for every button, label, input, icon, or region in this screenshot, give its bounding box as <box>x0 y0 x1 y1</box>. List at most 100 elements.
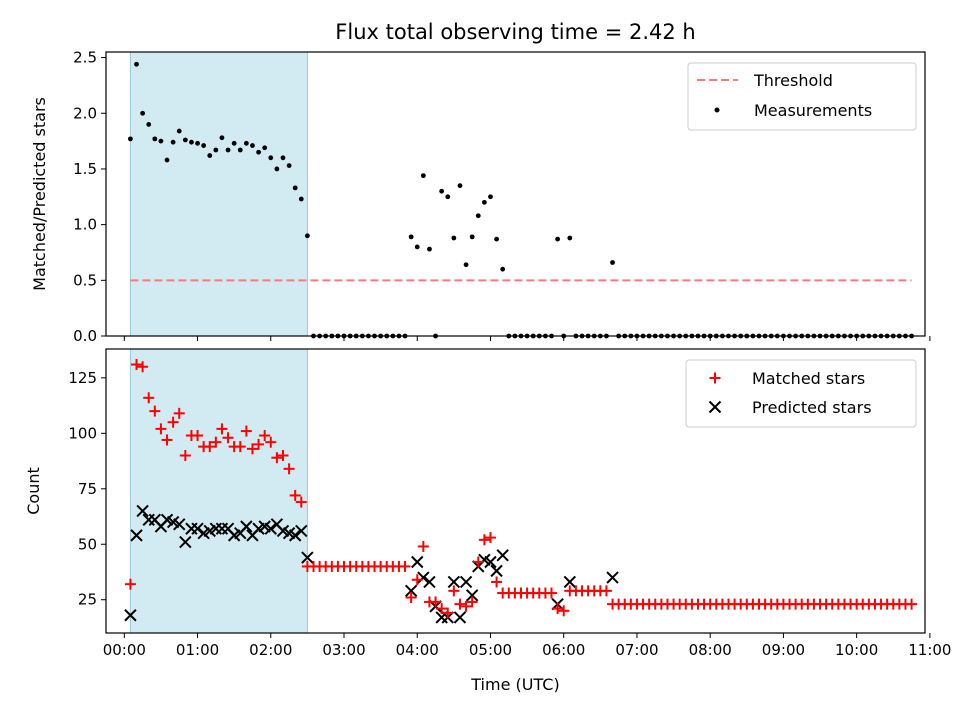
measurement-point <box>457 183 463 189</box>
matched-stars-point <box>289 489 301 501</box>
predicted-stars-point <box>459 575 473 589</box>
y-tick-label: 0.0 <box>73 327 97 345</box>
measurement-point <box>298 196 304 202</box>
predicted-stars-point <box>173 518 186 531</box>
measurement-point <box>250 143 255 148</box>
matched-stars-point <box>143 392 155 404</box>
measurement-point <box>500 266 506 272</box>
matched-stars-point <box>295 496 307 508</box>
predicted-stars-point <box>124 609 137 622</box>
matched-stars-point <box>478 534 490 546</box>
matched-stars-point <box>161 434 173 446</box>
y-tick-label: 1.0 <box>73 216 97 234</box>
matched-stars-point <box>137 361 149 373</box>
predicted-stars-point <box>423 575 436 589</box>
measurement-point <box>152 136 158 142</box>
measurement-point <box>292 185 298 191</box>
measurement-point <box>128 136 133 142</box>
legend-threshold-label: Threshold <box>753 71 833 90</box>
matched-stars-point <box>192 430 204 442</box>
measurement-point <box>243 140 249 146</box>
matched-stars-point <box>472 556 484 568</box>
predicted-stars-point <box>404 584 418 598</box>
measurement-point <box>182 137 188 143</box>
top-shaded-interval <box>129 51 308 337</box>
matched-stars-point <box>149 405 161 417</box>
matched-stars-point <box>399 560 411 572</box>
predicted-stars-point <box>453 611 467 624</box>
predicted-stars-point <box>136 504 149 518</box>
matched-stars-point <box>411 574 423 586</box>
x-tick-label: 06:00 <box>542 641 585 659</box>
measurement-point <box>176 128 182 134</box>
legend-measurements-label: Measurements <box>754 101 872 120</box>
measurement-point <box>146 121 152 127</box>
matched-stars-point <box>210 436 222 448</box>
predicted-stars-point <box>465 589 479 602</box>
matched-stars-point <box>265 436 277 448</box>
matched-stars-point <box>454 598 466 610</box>
measurement-point <box>610 260 615 265</box>
matched-stars-point <box>271 452 283 464</box>
predicted-stars-point <box>447 575 461 589</box>
matched-stars-point <box>558 605 570 617</box>
matched-stars-point <box>124 578 136 590</box>
matched-stars-point <box>167 416 179 428</box>
measurement-point <box>207 153 213 158</box>
legend-matched-swatch <box>709 372 721 384</box>
matched-stars-point <box>155 423 167 435</box>
legend-predicted-label: Predicted stars <box>752 398 872 417</box>
measurement-point <box>134 61 139 67</box>
x-tick-label: 07:00 <box>615 641 658 659</box>
legend-predicted-swatch <box>708 400 722 414</box>
matched-stars-point <box>600 585 612 597</box>
x-tick-label: 11:00 <box>908 641 951 659</box>
measurement-point <box>286 163 292 169</box>
measurement-point <box>427 246 432 252</box>
matched-stars-point <box>222 432 234 444</box>
top-legend: Threshold Measurements <box>687 62 917 131</box>
bottom-panel: 00:00 01:00 02:00 03:00 04:00 05:00 06:00 07:00… <box>24 348 951 694</box>
matched-stars-point <box>460 600 472 612</box>
measurement-point <box>420 173 426 179</box>
bottom-axes-frame <box>105 348 926 634</box>
x-tick-label: 04:00 <box>396 641 439 659</box>
measurement-point <box>567 235 573 241</box>
x-tick-label: 03:00 <box>322 641 365 659</box>
matched-stars-point <box>173 407 185 419</box>
predicted-stars-point <box>264 522 277 535</box>
matched-stars-point <box>179 450 191 461</box>
predicted-stars-point <box>301 551 314 564</box>
matched-stars-point <box>234 441 246 453</box>
measurement-point <box>231 140 237 146</box>
y-tick-label: 75 <box>78 480 97 498</box>
predicted-stars-point <box>179 535 192 549</box>
predicted-stars-point <box>295 524 308 538</box>
measurement-point <box>274 166 280 172</box>
matched-stars-point <box>277 450 289 461</box>
bottom-y-axis-label: Count <box>24 467 43 515</box>
x-tick-label: 08:00 <box>689 641 732 659</box>
matched-stars-point <box>906 598 918 610</box>
matched-stars-point <box>491 576 503 588</box>
top-axes-frame <box>105 51 926 337</box>
matched-stars-point <box>448 585 460 597</box>
x-marker <box>708 400 722 414</box>
top-y-axis-label: Matched/Predicted stars <box>30 97 49 291</box>
predicted-stars-point <box>496 549 509 562</box>
y-tick-label: 0.5 <box>73 271 97 289</box>
x-tick-label: 10:00 <box>835 641 878 659</box>
legend-matched-label: Matched stars <box>752 369 865 388</box>
bottom-legend: Matched stars Predicted stars <box>685 359 917 428</box>
y-tick-label: 125 <box>68 369 97 387</box>
matched-stars-point <box>436 603 448 615</box>
measurement-point <box>481 199 487 205</box>
measurement-point <box>469 234 475 240</box>
matched-stars-point <box>484 532 496 544</box>
matched-stars-point <box>253 438 265 450</box>
measurement-point <box>463 262 469 268</box>
matched-stars-point <box>216 423 228 435</box>
x-axis-label: Time (UTC) <box>470 675 559 694</box>
top-x-ticks <box>123 336 931 341</box>
predicted-stars-point <box>606 571 619 584</box>
